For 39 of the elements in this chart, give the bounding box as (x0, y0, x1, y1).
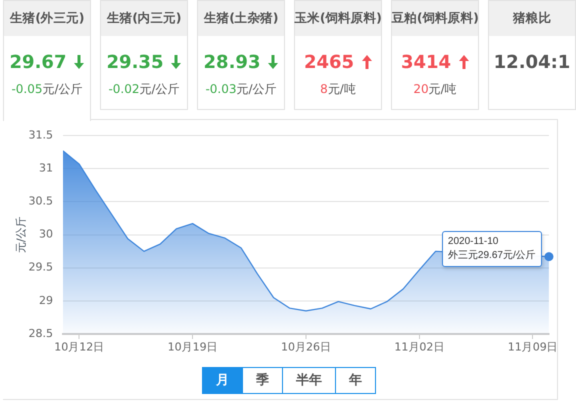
y-tick-label: 29 (39, 294, 53, 307)
data-label: 20元/吨 (413, 82, 457, 96)
category-label: 玉米(饲料原料) (294, 1, 382, 36)
data-label: 29.35 (106, 52, 164, 73)
button[interactable] (282, 367, 336, 394)
button[interactable] (202, 367, 243, 394)
data-label: -0.05元/公斤 (11, 82, 83, 96)
category-label: 豆粕(饲料原料) (391, 1, 479, 36)
annotation: 2020-11-10 外三元29.67元/公斤 (448, 234, 536, 263)
category-label: 年 (349, 373, 362, 388)
y-axis-title: 元/公斤 (14, 216, 28, 254)
data-label: 8元/吨 (320, 82, 356, 96)
category-label: 月 (216, 373, 229, 388)
category-label: 半年 (296, 373, 322, 388)
category-label: 生猪(土杂猪) (198, 1, 284, 36)
data-label: 28.93 (204, 52, 260, 73)
data-label: 29.67 (10, 52, 66, 73)
x-tick-label: 10月19日 (168, 340, 218, 354)
y-tick-label: 30.5 (28, 194, 53, 208)
category-label: 猪粮比 (489, 1, 575, 36)
data-label: 3414 (400, 52, 452, 73)
data-label: -0.03元/公斤 (205, 82, 277, 96)
button[interactable] (242, 367, 283, 394)
y-tick-label: 29.5 (28, 260, 53, 274)
x-tick-label: 10月26日 (280, 340, 331, 354)
category-label: 生猪(内三元) (101, 1, 187, 36)
y-tick-label: 31 (39, 162, 53, 175)
category-label: 季 (256, 373, 269, 388)
data-label: 12.04:1 (494, 52, 570, 73)
button[interactable] (335, 367, 376, 394)
data-label: 2465 (304, 52, 354, 73)
x-tick-label: 10月12日 (54, 340, 104, 354)
data-label: -0.02元/公斤 (108, 82, 180, 96)
y-tick-label: 28.5 (28, 326, 53, 340)
y-tick-label: 31.5 (28, 128, 53, 142)
category-label: 生猪(外三元) (4, 1, 90, 36)
x-tick-label: 11月02日 (394, 340, 444, 354)
y-tick-label: 30 (39, 228, 53, 241)
x-tick-label: 11月09日 (508, 340, 558, 354)
